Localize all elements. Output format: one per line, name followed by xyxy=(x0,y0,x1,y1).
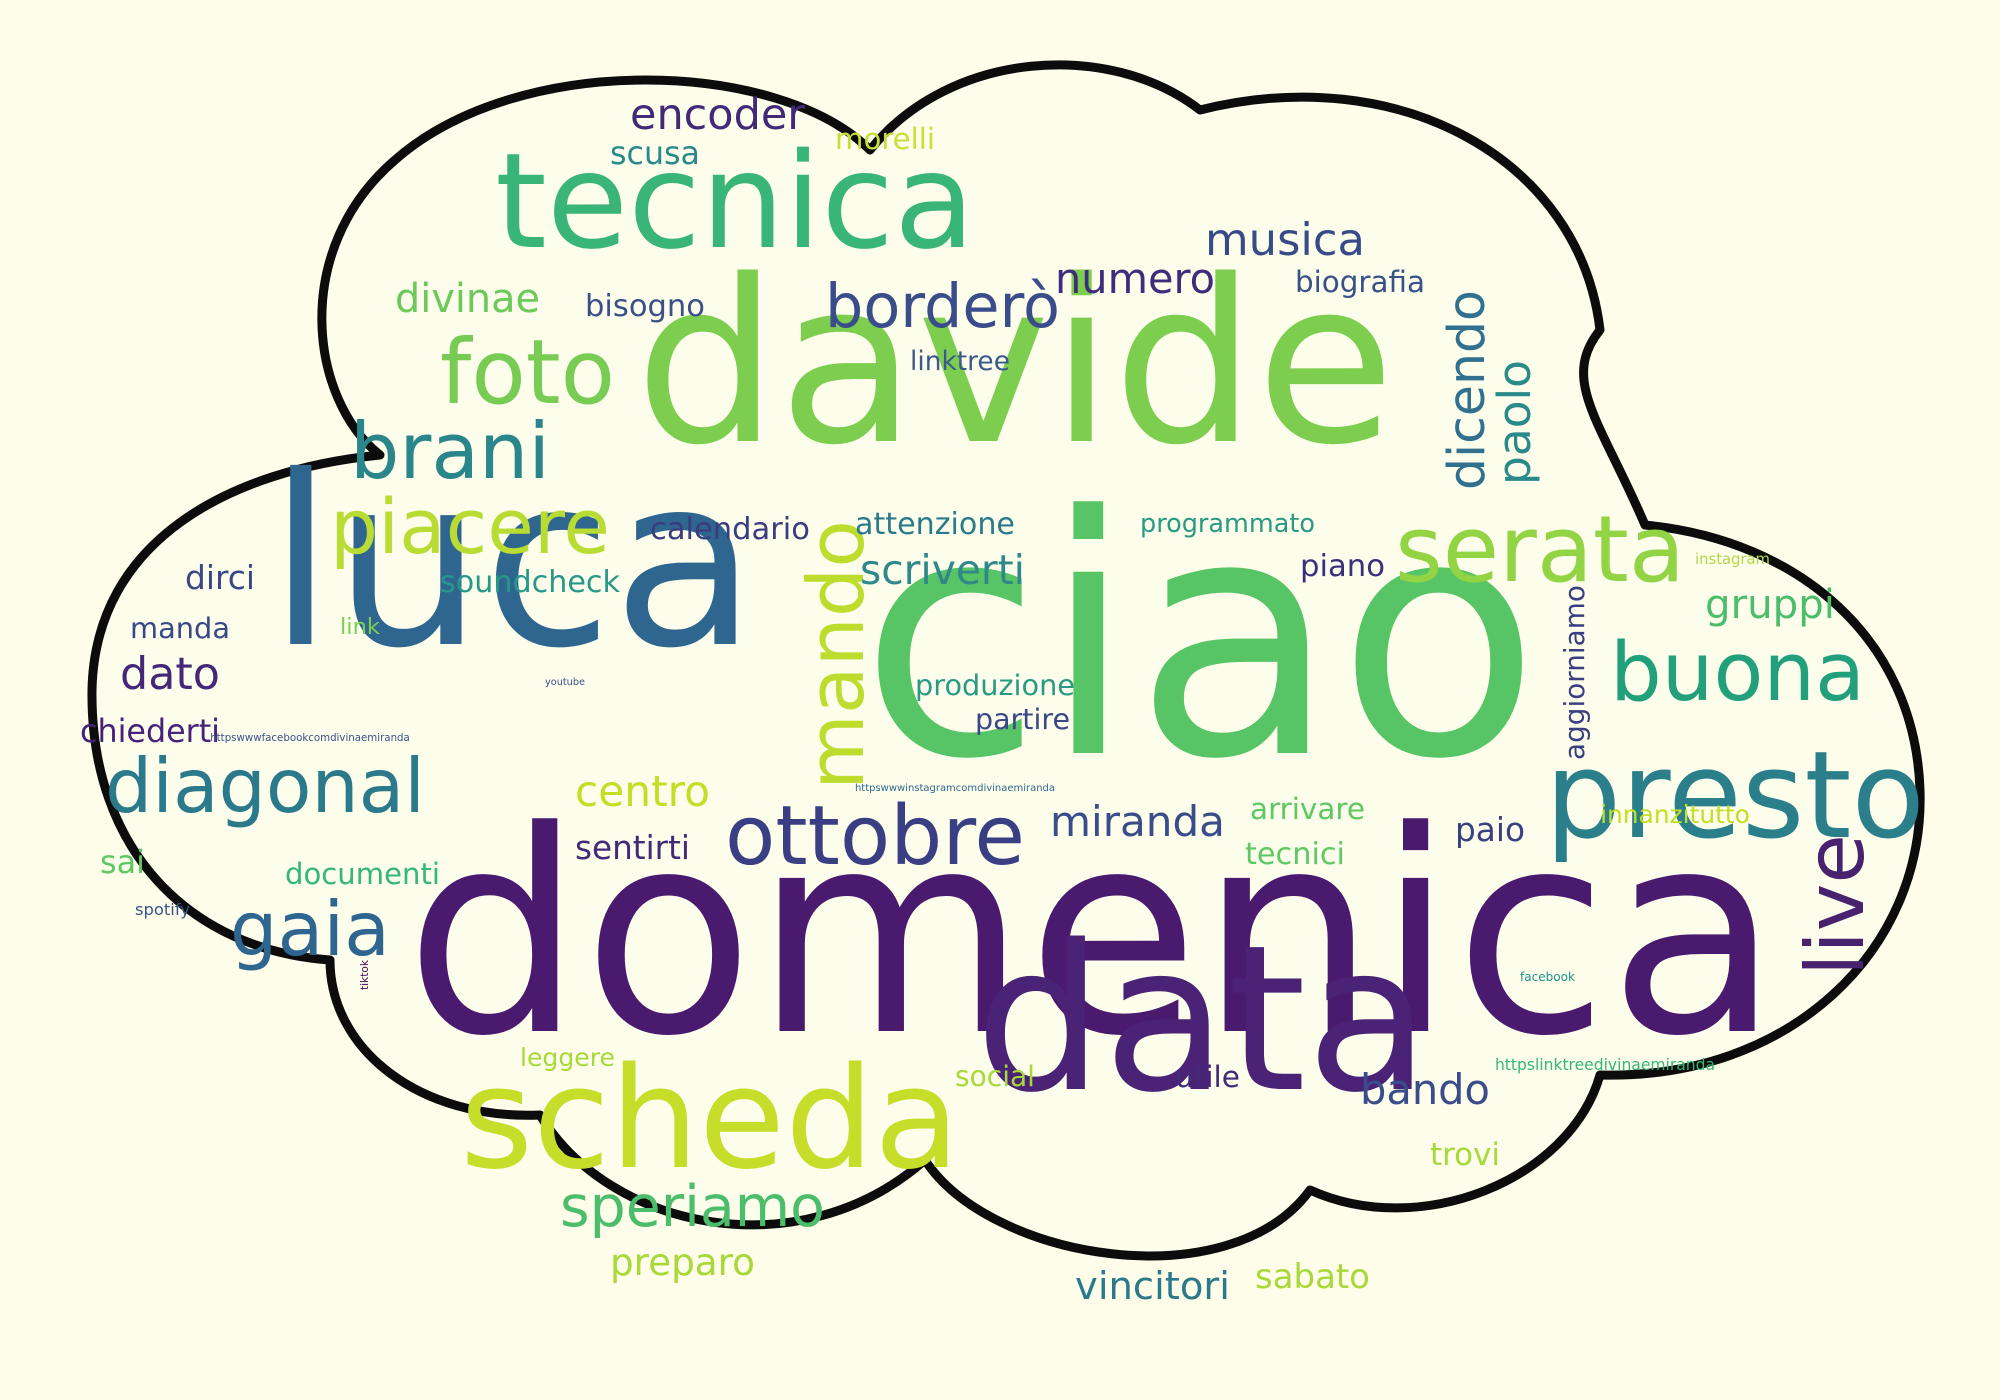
word-innanzitutto: innanzitutto xyxy=(1600,799,1750,829)
word-presto: presto xyxy=(1545,727,1925,867)
word-scriverti: scriverti xyxy=(860,545,1025,594)
word-dirci: dirci xyxy=(185,557,255,597)
word-facebook: facebook xyxy=(1520,970,1575,985)
word-luca: luca xyxy=(268,424,757,700)
word-utile: utile xyxy=(1175,1059,1240,1094)
word-serata: serata xyxy=(1395,496,1685,604)
word-instagram: instagram xyxy=(1695,550,1770,568)
word-gaia: gaia xyxy=(230,885,390,973)
word-tiktok: tiktok xyxy=(358,960,371,990)
word-live: live xyxy=(1787,834,1882,976)
word-vincitori: vincitori xyxy=(1075,1264,1230,1310)
word-manda: manda xyxy=(130,610,230,645)
word-morelli: morelli xyxy=(835,122,935,157)
word-aggiorniamo: aggiorniamo xyxy=(1558,585,1592,760)
word-sabato: sabato xyxy=(1255,1257,1370,1298)
word-encoder: encoder xyxy=(630,89,805,140)
word-numero: numero xyxy=(1055,255,1215,304)
word-produzione: produzione xyxy=(915,667,1075,702)
word-biografia: biografia xyxy=(1295,264,1425,299)
cloud-shape xyxy=(87,60,1925,1261)
word-chiederti: chiederti xyxy=(80,713,220,750)
word-piano: piano xyxy=(1300,549,1385,585)
word-social: social xyxy=(955,1060,1035,1094)
word-tecnica: tecnica xyxy=(495,125,975,280)
word-centro: centro xyxy=(575,767,710,817)
word-ciao: ciao xyxy=(860,446,1540,833)
word-dato: dato xyxy=(120,648,220,700)
word-bando: bando xyxy=(1360,1065,1490,1115)
word-programmato: programmato xyxy=(1140,509,1315,540)
word-divinae: divinae xyxy=(395,276,540,323)
word-gruppi: gruppi xyxy=(1705,581,1835,628)
word-davide: davide xyxy=(635,233,1395,496)
word-paolo: paolo xyxy=(1488,360,1542,485)
word-bisogno: bisogno xyxy=(585,289,705,325)
word-arrivare: arrivare xyxy=(1250,792,1365,827)
word-ottobre: ottobre xyxy=(725,789,1025,885)
word-musica: musica xyxy=(1205,212,1365,266)
word-leggere: leggere xyxy=(520,1042,615,1072)
word-youtube: youtube xyxy=(545,676,585,688)
word-calendario: calendario xyxy=(650,511,810,547)
word-facebook-url: httpswwwfacebookcomdivinaemiranda xyxy=(210,733,410,745)
word-linktree: linktree xyxy=(910,346,1010,378)
word-trovi: trovi xyxy=(1430,1136,1500,1173)
word-partire: partire xyxy=(975,702,1070,736)
word-attenzione: attenzione xyxy=(855,506,1015,542)
word-brani: brani xyxy=(350,406,550,497)
word-sai: sai xyxy=(100,842,145,881)
word-scusa: scusa xyxy=(610,136,700,173)
word-dicendo: dicendo xyxy=(1437,290,1497,490)
word-paio: paio xyxy=(1455,810,1525,849)
word-buona: buona xyxy=(1610,624,1865,720)
word-foto: foto xyxy=(440,320,615,425)
word-domenica: domenica xyxy=(405,771,1780,1098)
word-link: link xyxy=(340,614,380,641)
word-data: data xyxy=(975,902,1430,1137)
word-speriamo: speriamo xyxy=(560,1174,825,1241)
word-soundcheck: soundcheck xyxy=(440,564,620,600)
word-tecnici: tecnici xyxy=(1245,836,1345,872)
word-piacere: piacere xyxy=(330,482,610,571)
word-preparo: preparo xyxy=(610,1239,755,1284)
word-linktree-url: httpslinktreedivinaemiranda xyxy=(1494,1056,1716,1075)
word-diagonal: diagonal xyxy=(105,743,425,831)
word-bordero: borderò xyxy=(825,272,1060,343)
word-miranda: miranda xyxy=(1050,797,1225,847)
word-sentirti: sentirti xyxy=(575,828,690,867)
word-spotify: spotify xyxy=(135,900,190,920)
word-scheda: scheda xyxy=(460,1037,960,1201)
word-instagram-url: httpswwwinstagramcomdivinaemiranda xyxy=(854,783,1056,794)
word-documenti: documenti xyxy=(285,857,440,892)
